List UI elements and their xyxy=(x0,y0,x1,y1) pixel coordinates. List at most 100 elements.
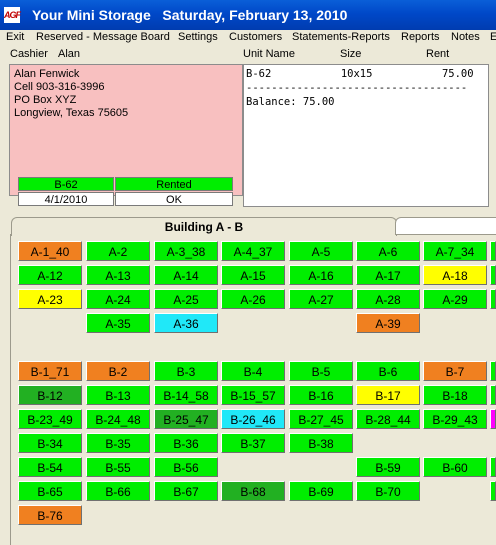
customer-info-panel[interactable]: Alan Fenwick Cell 903-316-3996 PO Box XY… xyxy=(9,64,243,206)
menu-reports[interactable]: Reports xyxy=(401,31,440,43)
unit-cell[interactable]: B-38 xyxy=(289,433,353,453)
unit-cell[interactable]: B-28_44 xyxy=(356,409,420,429)
menu-overflow[interactable]: E xyxy=(490,31,496,43)
unit-cell[interactable]: B-69 xyxy=(289,481,353,501)
unit-cell[interactable]: B-27_45 xyxy=(289,409,353,429)
receipt-line-item: B-62 10x15 75.00 xyxy=(246,68,474,80)
unit-cell[interactable]: A-3_38 xyxy=(154,241,218,261)
unit-cell[interactable]: A-1_40 xyxy=(18,241,82,261)
menu-exit[interactable]: Exit xyxy=(6,31,25,43)
unit-cell[interactable]: A-25 xyxy=(154,289,218,309)
unit-cell[interactable]: B-18 xyxy=(423,385,487,405)
unit-cell[interactable]: A-5 xyxy=(289,241,353,261)
unit-cell[interactable]: B-36 xyxy=(154,433,218,453)
menu-statements-reports[interactable]: Statements-Reports xyxy=(292,31,390,43)
unit-cell[interactable]: A-29 xyxy=(423,289,487,309)
status-result: OK xyxy=(115,192,233,206)
unit-cell[interactable]: B-34 xyxy=(18,433,82,453)
unit-cell[interactable]: B-3 xyxy=(154,361,218,381)
unit-cell[interactable]: B-26_46 xyxy=(221,409,285,429)
unit-cell[interactable]: A-26 xyxy=(221,289,285,309)
unit-cell[interactable]: B-68 xyxy=(221,481,285,501)
receipt-panel[interactable]: B-62 10x15 75.00 -----------------------… xyxy=(243,64,489,207)
unit-cell[interactable]: B-16 xyxy=(289,385,353,405)
unit-cell[interactable]: A-24 xyxy=(86,289,150,309)
status-unit: B-62 xyxy=(18,177,114,191)
menu-notes[interactable]: Notes xyxy=(451,31,480,43)
rent-label: Rent xyxy=(426,48,450,60)
unit-cell[interactable]: A-7_34 xyxy=(423,241,487,261)
unit-cell[interactable]: B-13 xyxy=(86,385,150,405)
cashier-name: Alan xyxy=(58,48,81,60)
unit-cell[interactable]: A-16 xyxy=(289,265,353,285)
unit-cell[interactable]: B-59 xyxy=(356,457,420,477)
unit-cell[interactable]: B-60 xyxy=(423,457,487,477)
unit-cell[interactable]: B-66 xyxy=(86,481,150,501)
window-title: Your Mini Storage Saturday, February 13,… xyxy=(32,7,348,23)
menu-reserved-message-board[interactable]: Reserved - Message Board xyxy=(36,31,170,43)
status-date: 4/1/2010 xyxy=(18,192,114,206)
unit-cell[interactable] xyxy=(490,289,496,309)
unit-cell[interactable]: B-29_43 xyxy=(423,409,487,429)
app-logo-icon: AGF xyxy=(4,7,21,23)
unit-cell[interactable]: A-23 xyxy=(18,289,82,309)
tab-next[interactable] xyxy=(395,217,496,235)
unit-cell[interactable]: A-17 xyxy=(356,265,420,285)
customer-address-line1: PO Box XYZ xyxy=(14,94,77,106)
unit-cell[interactable]: B-4 xyxy=(221,361,285,381)
customer-name: Alan Fenwick xyxy=(14,68,80,80)
menu-customers[interactable]: Customers xyxy=(229,31,283,43)
unit-cell[interactable] xyxy=(490,409,496,429)
unit-cell[interactable]: B-70 xyxy=(356,481,420,501)
unit-cell[interactable] xyxy=(490,385,496,405)
title-bar: AGF Your Mini Storage Saturday, February… xyxy=(0,0,496,30)
unit-cell[interactable]: B-1_71 xyxy=(18,361,82,381)
unit-cell[interactable]: B-76 xyxy=(18,505,82,525)
unit-cell[interactable] xyxy=(490,457,496,477)
unit-cell[interactable]: B-37 xyxy=(221,433,285,453)
unit-cell[interactable]: B-6 xyxy=(356,361,420,381)
unit-cell[interactable]: B-25_47 xyxy=(154,409,218,429)
cashier-label: Cashier xyxy=(10,48,48,60)
unit-cell[interactable]: B-24_48 xyxy=(86,409,150,429)
unit-cell[interactable]: B-15_57 xyxy=(221,385,285,405)
unit-cell[interactable]: B-56 xyxy=(154,457,218,477)
unit-cell[interactable]: B-17 xyxy=(356,385,420,405)
unit-cell[interactable] xyxy=(490,361,496,381)
unit-cell[interactable]: A-15 xyxy=(221,265,285,285)
unit-cell[interactable]: A-18 xyxy=(423,265,487,285)
unit-cell[interactable]: A-28 xyxy=(356,289,420,309)
size-label: Size xyxy=(340,48,362,60)
unit-cell[interactable]: B-35 xyxy=(86,433,150,453)
receipt-separator: ----------------------------------- xyxy=(246,82,468,94)
unit-cell[interactable]: B-14_58 xyxy=(154,385,218,405)
unit-cell[interactable]: B-5 xyxy=(289,361,353,381)
status-state: Rented xyxy=(115,177,233,191)
tab-building-a-b[interactable]: Building A - B xyxy=(11,217,397,236)
unit-cell[interactable]: B-65 xyxy=(18,481,82,501)
unit-cell[interactable]: B-54 xyxy=(18,457,82,477)
unit-cell[interactable] xyxy=(490,481,496,501)
unit-cell[interactable] xyxy=(490,241,496,261)
unit-cell[interactable]: A-2 xyxy=(86,241,150,261)
unit-cell[interactable]: A-4_37 xyxy=(221,241,285,261)
unit-cell[interactable]: B-55 xyxy=(86,457,150,477)
customer-address-line2: Longview, Texas 75605 xyxy=(14,107,129,119)
customer-phone: Cell 903-316-3996 xyxy=(14,81,105,93)
menu-settings[interactable]: Settings xyxy=(178,31,218,43)
unit-cell[interactable]: A-27 xyxy=(289,289,353,309)
unit-cell[interactable]: B-2 xyxy=(86,361,150,381)
unit-cell[interactable]: B-23_49 xyxy=(18,409,82,429)
unit-cell[interactable]: B-7 xyxy=(423,361,487,381)
unit-cell[interactable]: A-12 xyxy=(18,265,82,285)
unit-cell[interactable]: A-35 xyxy=(86,313,150,333)
unit-cell[interactable]: A-39 xyxy=(356,313,420,333)
unit-cell[interactable]: B-67 xyxy=(154,481,218,501)
unit-cell[interactable]: A-14 xyxy=(154,265,218,285)
unit-cell[interactable]: A-13 xyxy=(86,265,150,285)
unit-cell[interactable]: A-36 xyxy=(154,313,218,333)
unit-cell[interactable] xyxy=(490,265,496,285)
unit-cell[interactable]: B-12 xyxy=(18,385,82,405)
menu-bar: Exit Reserved - Message Board Settings C… xyxy=(0,30,496,45)
unit-cell[interactable]: A-6 xyxy=(356,241,420,261)
